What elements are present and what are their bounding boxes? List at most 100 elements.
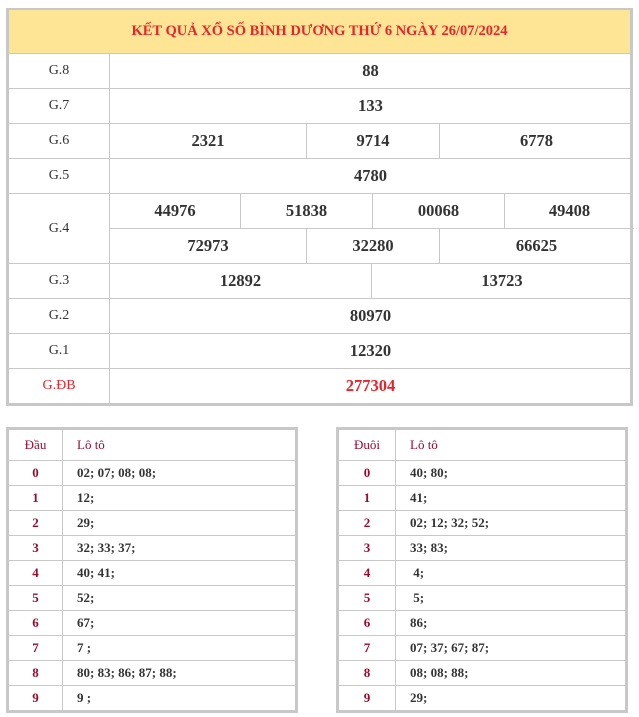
loto-values: 86; xyxy=(395,610,627,636)
loto-header: Lô tô xyxy=(62,428,297,461)
prize-number: 66625 xyxy=(515,236,558,255)
digit: 6 xyxy=(337,610,396,636)
digit: 4 xyxy=(7,560,63,586)
prize-row: G.1 12320 xyxy=(9,334,630,369)
table-row: 6 86; xyxy=(337,610,627,636)
table-row: 5 52; xyxy=(7,585,297,611)
prize-number: 6778 xyxy=(520,131,553,150)
prize-number: 88 xyxy=(362,61,379,80)
table-row: 2 02; 12; 32; 52; xyxy=(337,510,627,536)
digit: 5 xyxy=(7,585,63,611)
loto-values: 4; xyxy=(395,560,627,586)
prize-number: 51838 xyxy=(241,194,373,228)
table-row: 2 29; xyxy=(7,510,297,536)
prize-number: 2321 xyxy=(110,124,307,158)
loto-values: 29; xyxy=(395,685,627,712)
digit: 8 xyxy=(7,660,63,686)
digit: 2 xyxy=(7,510,63,536)
digit: 9 xyxy=(337,685,396,712)
prize-number: 32280 xyxy=(307,229,440,263)
prize-row: G.4 44976 51838 00068 49408 72973 32280 66625 xyxy=(9,194,634,264)
table-row: 1 41; xyxy=(337,485,627,511)
prize-row: G.ĐB 277304 xyxy=(9,369,630,403)
prize-label: G.5 xyxy=(9,159,110,193)
loto-values: 02; 07; 08; 08; xyxy=(62,460,297,486)
table-row: 4 40; 41; xyxy=(7,560,297,586)
dau-table: Đầu Lô tô 0 02; 07; 08; 08; 1 12; 2 29; 3 32; 33;… xyxy=(6,427,298,713)
digit: 3 xyxy=(7,535,63,561)
prize-number: 80970 xyxy=(349,306,392,325)
prize-number: 12320 xyxy=(349,341,392,360)
table-row: 5 5; xyxy=(337,585,627,611)
table-row: 7 07; 37; 67; 87; xyxy=(337,635,627,661)
duoi-table: Đuôi Lô tô 0 40; 80; 1 41; 2 02; 12; 32; 52; 3 33… xyxy=(336,427,628,713)
loto-values: 7 ; xyxy=(62,635,297,661)
table-row: 0 40; 80; xyxy=(337,460,627,486)
prize-number: 49408 xyxy=(548,201,591,220)
digit: 0 xyxy=(337,460,396,486)
table-row: 4 4; xyxy=(337,560,627,586)
loto-values: 9 ; xyxy=(62,685,297,712)
prize-number: 72973 xyxy=(110,229,307,263)
prize-number: 277304 xyxy=(345,376,396,395)
table-row: 6 67; xyxy=(7,610,297,636)
loto-values: 29; xyxy=(62,510,297,536)
table-row: 3 32; 33; 37; xyxy=(7,535,297,561)
prize-number: 4780 xyxy=(354,166,387,185)
digit: 1 xyxy=(337,485,396,511)
loto-values: 32; 33; 37; xyxy=(62,535,297,561)
loto-values: 07; 37; 67; 87; xyxy=(395,635,627,661)
prize-label: G.8 xyxy=(9,54,110,88)
prize-number: 12892 xyxy=(110,264,372,298)
loto-values: 02; 12; 32; 52; xyxy=(395,510,627,536)
loto-values: 41; xyxy=(395,485,627,511)
dau-header: Đầu xyxy=(7,428,63,461)
table-row: 9 29; xyxy=(337,685,627,712)
digit: 1 xyxy=(7,485,63,511)
digit: 2 xyxy=(337,510,396,536)
loto-values: 08; 08; 88; xyxy=(395,660,627,686)
results-title: KẾT QUẢ XỔ SỐ BÌNH DƯƠNG THỨ 6 NGÀY 26/0… xyxy=(9,10,630,54)
loto-values: 40; 41; xyxy=(62,560,297,586)
digit: 9 xyxy=(7,685,63,712)
digit: 7 xyxy=(337,635,396,661)
digit: 6 xyxy=(7,610,63,636)
table-row: 0 02; 07; 08; 08; xyxy=(7,460,297,486)
prize-label: G.2 xyxy=(9,299,110,333)
prize-label: G.7 xyxy=(9,89,110,123)
prize-label: G.3 xyxy=(9,264,110,298)
prize-number: 13723 xyxy=(481,271,523,290)
table-row: 8 80; 83; 86; 87; 88; xyxy=(7,660,297,686)
prize-number: 9714 xyxy=(307,124,440,158)
loto-values: 5; xyxy=(395,585,627,611)
digit: 7 xyxy=(7,635,63,661)
prize-row: G.2 80970 xyxy=(9,299,630,334)
prize-label: G.6 xyxy=(9,124,110,158)
results-table: KẾT QUẢ XỔ SỐ BÌNH DƯƠNG THỨ 6 NGÀY 26/0… xyxy=(6,8,634,406)
digit: 8 xyxy=(337,660,396,686)
digit: 3 xyxy=(337,535,396,561)
digit: 5 xyxy=(337,585,396,611)
prize-label: G.ĐB xyxy=(9,369,110,403)
prize-number: 44976 xyxy=(110,194,241,228)
loto-values: 40; 80; xyxy=(395,460,627,486)
prize-row: G.5 4780 xyxy=(9,159,630,194)
prize-label: G.4 xyxy=(9,194,110,263)
prize-number: 00068 xyxy=(373,194,505,228)
digit: 4 xyxy=(337,560,396,586)
prize-label: G.1 xyxy=(9,334,110,368)
table-row: 3 33; 83; xyxy=(337,535,627,561)
loto-values: 52; xyxy=(62,585,297,611)
loto-values: 33; 83; xyxy=(395,535,627,561)
loto-values: 12; xyxy=(62,485,297,511)
prize-row: G.3 12892 13723 xyxy=(9,264,630,299)
table-row: 1 12; xyxy=(7,485,297,511)
prize-row: G.7 133 xyxy=(9,89,630,124)
table-row: 8 08; 08; 88; xyxy=(337,660,627,686)
digit: 0 xyxy=(7,460,63,486)
loto-header: Lô tô xyxy=(395,428,627,461)
loto-values: 80; 83; 86; 87; 88; xyxy=(62,660,297,686)
duoi-header: Đuôi xyxy=(337,428,396,461)
